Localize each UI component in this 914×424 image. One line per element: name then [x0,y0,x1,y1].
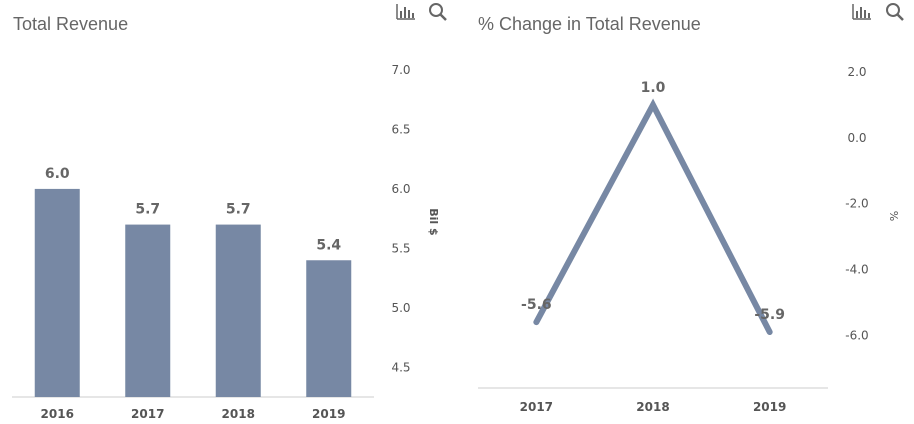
y-tick-label: -4.0 [845,263,868,277]
y-tick-label: 5.0 [391,301,410,315]
y-tick-label: 2.0 [847,65,866,79]
search-icon[interactable] [427,2,449,22]
y-tick-label: 6.0 [391,182,410,196]
data-label: 5.4 [316,237,341,253]
x-tick-label: 2017 [131,407,164,421]
bar [215,224,261,397]
pct-change-panel: % Change in Total Revenue 2017 -5.6 2018 1.… [466,0,914,424]
y-axis-title: Bil $ [427,208,440,235]
bar [125,224,171,397]
data-label: 5.7 [135,202,160,218]
x-tick-label: 2019 [312,407,345,421]
y-axis-title: % [887,211,900,221]
chart-title-pct-change: % Change in Total Revenue [478,14,701,34]
bar-chart-icon[interactable] [395,2,417,22]
data-label: -5.9 [754,307,785,323]
bar [306,260,352,397]
x-tick-label: 2018 [222,407,255,421]
bar-chart-icon[interactable] [851,2,873,22]
y-tick-label: 7.0 [391,63,410,77]
data-label: 5.7 [226,202,251,218]
data-label: 6.0 [45,166,70,182]
x-tick-label: 2016 [41,407,74,421]
y-tick-label: 5.5 [391,241,410,255]
y-tick-label: -2.0 [845,197,868,211]
y-tick-label: 0.0 [847,131,866,145]
search-icon[interactable] [884,2,906,22]
y-tick-label: -6.0 [845,328,868,342]
line-chart: 2017 -5.6 2018 1.0 2019 -5.9 2.0 0.0 -2.0 -4.0 -6.… [478,65,900,414]
bar [34,188,80,397]
total-revenue-panel: Total Revenue 6.0 2016 5.7 2017 5.7 2018 5.4 20… [12,2,449,421]
y-tick-label: 4.5 [391,360,410,374]
series-line [533,98,773,336]
data-label: -5.6 [521,297,552,313]
x-tick-label: 2018 [636,400,669,414]
chart-title-total-revenue: Total Revenue [13,14,129,34]
y-tick-label: 6.5 [391,122,410,136]
data-label: 1.0 [641,80,666,96]
x-tick-label: 2019 [753,400,786,414]
x-tick-label: 2017 [520,400,553,414]
bar-chart: 6.0 2016 5.7 2017 5.7 2018 5.4 2019 7.0 6.5 6.0 5.5… [12,63,440,421]
